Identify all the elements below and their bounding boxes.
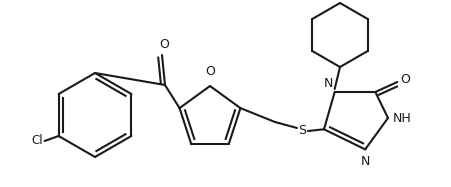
Text: N: N <box>323 77 333 90</box>
Text: NH: NH <box>393 111 412 125</box>
Text: S: S <box>298 123 306 137</box>
Text: O: O <box>400 73 410 87</box>
Text: O: O <box>205 65 215 78</box>
Text: N: N <box>360 155 370 168</box>
Text: O: O <box>159 38 169 51</box>
Text: Cl: Cl <box>31 134 43 148</box>
